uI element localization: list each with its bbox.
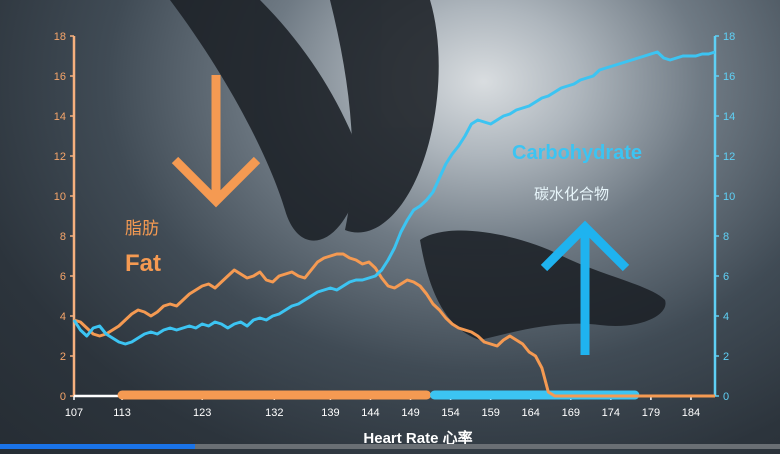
y-tick-left-label: 14 xyxy=(54,111,66,123)
y-tick-left-label: 16 xyxy=(54,71,66,83)
y-tick-right-label: 0 xyxy=(723,391,729,403)
video-progress-bar[interactable] xyxy=(0,444,780,449)
y-tick-right-label: 16 xyxy=(723,71,735,83)
carbohydrate-up-arrow-icon xyxy=(540,220,630,355)
y-tick-right-label: 14 xyxy=(723,111,735,123)
x-tick-label: 123 xyxy=(193,407,211,419)
carbohydrate-label: Carbohydrate xyxy=(512,142,642,164)
y-tick-right-label: 18 xyxy=(723,31,735,43)
y-ticks-right: 0 2 4 6 8 10 12 14 16 18 xyxy=(715,31,735,403)
fat-label: Fat xyxy=(125,250,161,277)
x-ticks: 107 113 123 132 139 144 149 154 159 164 169 174 179 1… xyxy=(65,396,700,419)
x-tick-label: 144 xyxy=(361,407,379,419)
carbohydrate-series-line xyxy=(72,50,716,346)
y-tick-left-label: 4 xyxy=(60,311,66,323)
y-tick-right-label: 10 xyxy=(723,191,735,203)
y-tick-right-label: 8 xyxy=(723,231,729,243)
x-tick-label: 154 xyxy=(441,407,459,419)
y-tick-left-label: 8 xyxy=(60,231,66,243)
x-tick-label: 132 xyxy=(265,407,283,419)
fat-down-arrow-icon xyxy=(171,75,261,208)
x-tick-label: 184 xyxy=(682,407,700,419)
x-tick-label: 164 xyxy=(522,407,540,419)
x-axis-title: Heart Rate 心率 xyxy=(363,429,472,447)
y-tick-right-label: 6 xyxy=(723,271,729,283)
y-tick-right-label: 2 xyxy=(723,351,729,363)
x-tick-label: 159 xyxy=(481,407,499,419)
x-tick-label: 174 xyxy=(602,407,620,419)
x-tick-label: 107 xyxy=(65,407,83,419)
x-tick-label: 139 xyxy=(321,407,339,419)
carbohydrate-label-cn: 碳水化合物 xyxy=(534,186,609,203)
y-tick-right-label: 12 xyxy=(723,151,735,163)
y-ticks-left: 0 2 4 6 8 10 12 14 16 18 xyxy=(54,31,74,403)
y-tick-left-label: 0 xyxy=(60,391,66,403)
video-progress-fill xyxy=(0,444,195,449)
x-tick-label: 149 xyxy=(401,407,419,419)
fat-series-line xyxy=(73,252,715,398)
fat-label-cn: 脂肪 xyxy=(125,219,159,238)
y-tick-left-label: 12 xyxy=(54,151,66,163)
y-tick-left-label: 6 xyxy=(60,271,66,283)
x-tick-label: 113 xyxy=(113,407,131,419)
x-tick-label: 179 xyxy=(642,407,660,419)
y-tick-left-label: 18 xyxy=(54,31,66,43)
y-tick-right-label: 4 xyxy=(723,311,729,323)
y-tick-left-label: 2 xyxy=(60,351,66,363)
runner-silhouette xyxy=(170,0,666,340)
y-tick-left-label: 10 xyxy=(54,191,66,203)
x-tick-label: 169 xyxy=(562,407,580,419)
